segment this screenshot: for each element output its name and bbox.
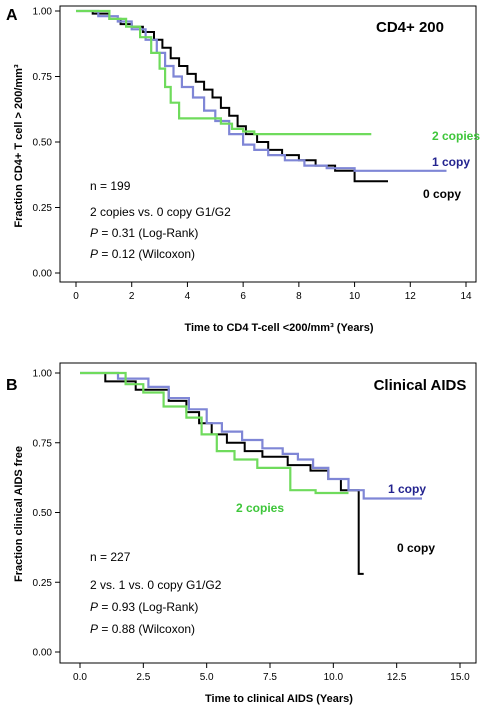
annotation-line: n = 199 (90, 179, 131, 193)
x-axis-label: Time to clinical AIDS (Years) (205, 693, 353, 705)
annotation-line: n = 227 (90, 550, 131, 564)
series-label-1-copy: 1 copy (432, 155, 470, 169)
y-axis-label: Fraction CD4+ T cell > 200/mm³ (13, 64, 25, 228)
y-tick-label: 0.75 (33, 72, 53, 83)
annotation-line: 2 vs. 1 vs. 0 copy G1/G2 (90, 578, 222, 592)
series-label-0-copy: 0 copy (397, 541, 435, 555)
x-tick-label: 4 (185, 291, 191, 302)
series-label-2-copies: 2 copies (236, 501, 284, 515)
panel-letter: B (6, 377, 18, 394)
y-tick-label: 1.00 (33, 7, 53, 18)
x-tick-label: 0 (73, 291, 79, 302)
series-line-2-copies (76, 9, 372, 136)
y-axis-label: Fraction clinical AIDS free (13, 446, 25, 582)
y-tick-label: 0.25 (33, 203, 53, 214)
y-tick-label: 0.50 (33, 508, 53, 519)
series-line-0-copy (76, 10, 388, 183)
panel-title: CD4+ 200 (376, 19, 444, 36)
x-tick-label: 12 (405, 291, 417, 302)
x-tick-label: 7.5 (263, 672, 277, 683)
annotation-line: P = 0.88 (Wilcoxon) (90, 622, 195, 636)
plot-frame (59, 5, 477, 283)
x-tick-label: 8 (296, 291, 302, 302)
y-tick-label: 0.25 (33, 578, 53, 589)
y-tick-label: 0.00 (33, 648, 53, 659)
y-tick-label: 0.00 (33, 269, 53, 280)
x-tick-label: 14 (460, 291, 472, 302)
y-tick-label: 1.00 (33, 369, 53, 380)
panel-B: 0.00 0.25 0.50 0.75 1.00 0.0 2.5 5.0 7.5 10.0 12.5… (6, 362, 477, 705)
series-line-2-copies (80, 371, 349, 495)
y-tick-label: 0.75 (33, 438, 53, 449)
x-axis-label: Time to CD4 T-cell <200/mm³ (Years) (184, 322, 373, 334)
x-tick-label: 12.5 (387, 672, 407, 683)
x-tick-label: 0.0 (73, 672, 87, 683)
x-tick-label: 6 (240, 291, 246, 302)
panel-title: Clinical AIDS (374, 377, 467, 394)
x-tick-label: 10.0 (324, 672, 344, 683)
x-tick-label: 10 (349, 291, 361, 302)
annotation-line: P = 0.31 (Log-Rank) (90, 226, 198, 240)
series-label-2-copies: 2 copies (432, 129, 480, 143)
series-line-1-copy (76, 9, 447, 172)
annotation-line: 2 copies vs. 0 copy G1/G2 (90, 205, 231, 219)
panel-letter: A (6, 7, 18, 24)
series-line-0-copy (80, 372, 364, 575)
series-label-0-copy: 0 copy (423, 187, 461, 201)
series-label-1-copy: 1 copy (388, 482, 426, 496)
annotation-line: P = 0.93 (Log-Rank) (90, 600, 198, 614)
series-line-1-copy (80, 371, 422, 500)
panel-A: 0.00 0.25 0.50 0.75 1.00 0 2 4 6 8 10 12 14 0 copy 1 c… (6, 5, 480, 334)
x-tick-label: 2 (129, 291, 135, 302)
y-tick-label: 0.50 (33, 138, 53, 149)
x-tick-label: 15.0 (450, 672, 470, 683)
x-tick-label: 5.0 (200, 672, 214, 683)
x-tick-label: 2.5 (136, 672, 150, 683)
annotation-line: P = 0.12 (Wilcoxon) (90, 247, 195, 261)
